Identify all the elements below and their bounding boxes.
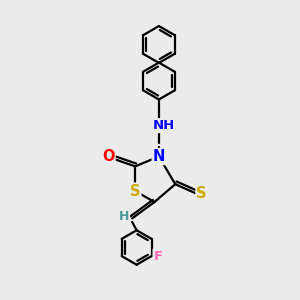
Text: F: F [154,250,163,262]
Text: S: S [130,184,140,199]
Text: H: H [119,210,129,224]
Text: O: O [102,149,115,164]
Text: S: S [196,186,207,201]
Text: NH: NH [153,119,176,132]
Text: N: N [153,149,165,164]
